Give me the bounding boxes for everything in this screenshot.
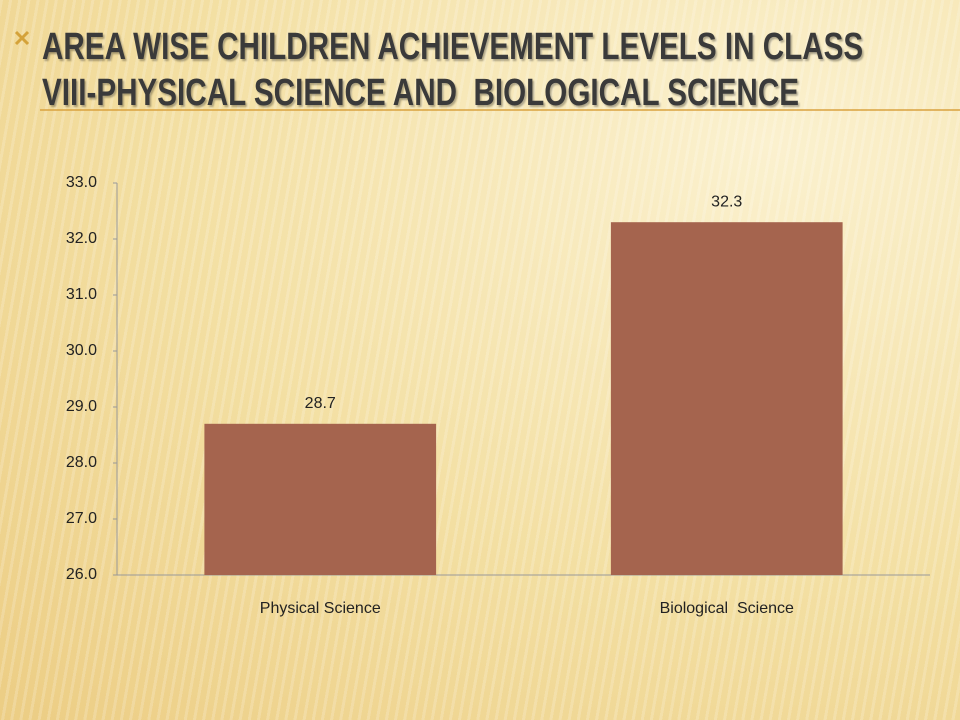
bar <box>610 222 843 575</box>
y-tick-label: 29.0 <box>66 398 97 415</box>
y-tick-label: 33.0 <box>66 174 97 191</box>
x-tick-label: Biological Science <box>660 600 794 617</box>
slide-title: AREA WISE CHILDREN ACHIEVEMENT LEVELS IN… <box>42 26 872 114</box>
data-label: 28.7 <box>305 395 336 412</box>
y-tick-label: 31.0 <box>66 286 97 303</box>
bar <box>204 423 437 575</box>
y-tick-label: 28.0 <box>66 454 97 471</box>
y-tick-label: 30.0 <box>66 342 97 359</box>
y-tick-label: 32.0 <box>66 230 97 247</box>
bullet-icon <box>14 30 30 46</box>
y-tick-label: 27.0 <box>66 510 97 527</box>
data-label: 32.3 <box>711 193 742 210</box>
x-tick-label: Physical Science <box>260 600 381 617</box>
y-tick-label: 26.0 <box>66 566 97 583</box>
